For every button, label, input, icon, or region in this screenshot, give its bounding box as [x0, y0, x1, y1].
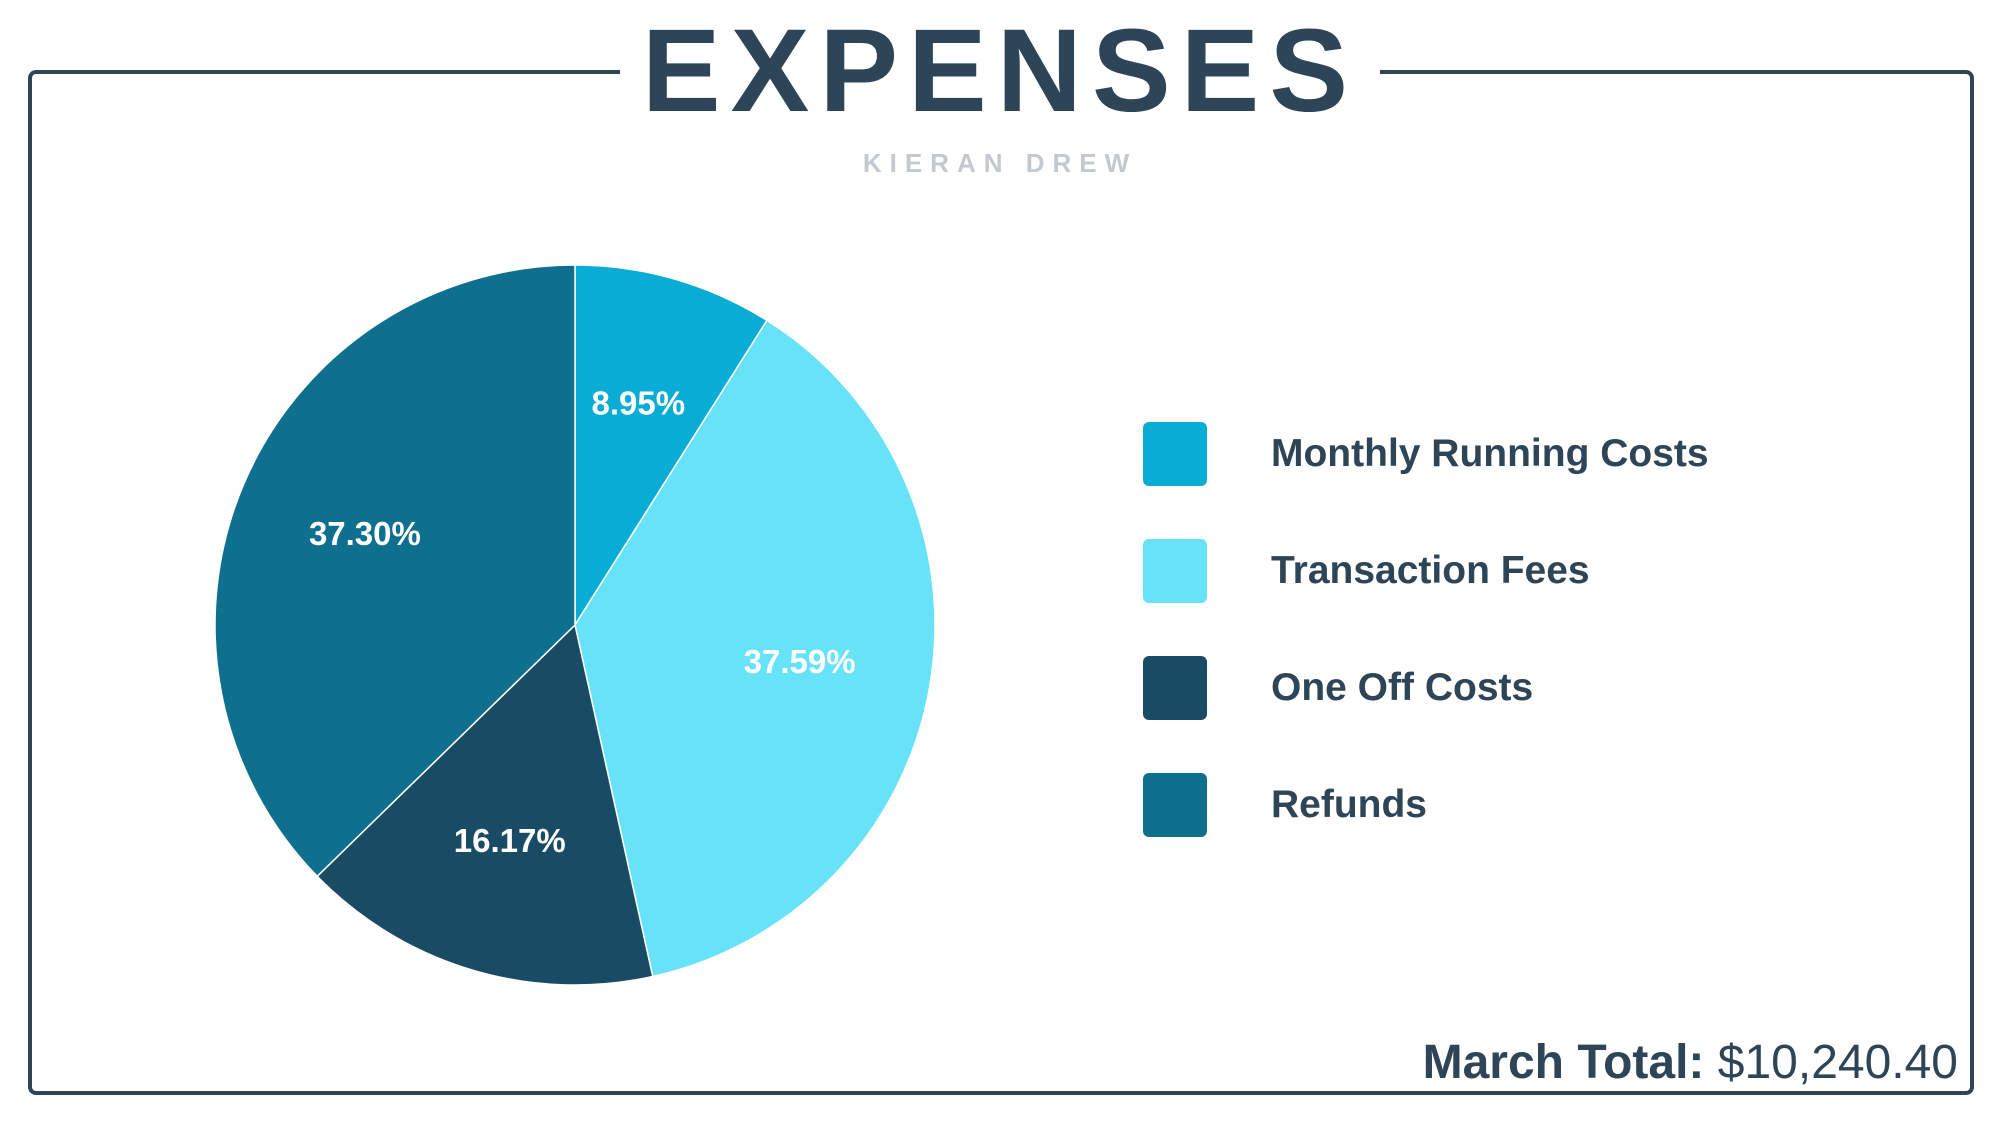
page-subtitle: KIERAN DREW [862, 148, 1138, 178]
pie-data-label: 8.95% [591, 385, 685, 422]
pie-data-label: 37.30% [309, 515, 421, 552]
pie-slice-monthly-running-costs [574, 264, 768, 628]
legend-swatch [1143, 422, 1207, 486]
legend-item-transaction-fees: Transaction Fees [1143, 539, 1709, 603]
pie-slice-transaction-fees [574, 319, 936, 978]
legend-swatch [1143, 656, 1207, 720]
legend-item-refunds: Refunds [1143, 773, 1709, 837]
title-container: EXPENSES [620, 10, 1380, 145]
total-value: $10,240.40 [1717, 1036, 1958, 1089]
legend-label: Monthly Running Costs [1271, 432, 1709, 475]
pie-slice-one-off-costs [316, 623, 654, 986]
pie-data-label: 16.17% [454, 822, 566, 859]
march-total: March Total: $10,240.40 [1423, 1035, 1958, 1090]
page-title: EXPENSES [641, 5, 1359, 137]
pie-slice-refunds [214, 264, 576, 878]
pie-data-label: 37.59% [744, 643, 856, 680]
chart-legend: Monthly Running Costs Transaction Fees O… [1143, 422, 1709, 890]
pie-chart: 8.95% 37.59% 16.17% 37.30% [214, 264, 936, 986]
legend-item-one-off-costs: One Off Costs [1143, 656, 1709, 720]
legend-swatch [1143, 773, 1207, 837]
legend-swatch [1143, 539, 1207, 603]
legend-label: Refunds [1271, 783, 1427, 826]
legend-item-monthly-running-costs: Monthly Running Costs [1143, 422, 1709, 486]
legend-label: Transaction Fees [1271, 549, 1590, 592]
legend-label: One Off Costs [1271, 666, 1534, 709]
subtitle-background [840, 140, 1160, 182]
total-label: March Total: [1422, 1036, 1705, 1089]
